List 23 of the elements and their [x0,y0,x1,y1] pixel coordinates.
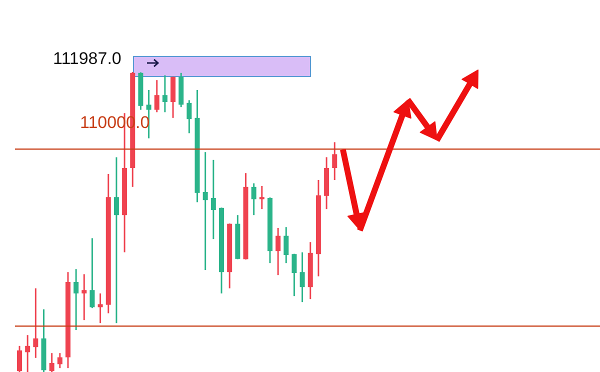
candlestick [300,252,305,303]
candlestick [33,288,38,359]
candlestick [284,226,289,264]
candlestick [259,185,264,210]
text: 111987.0 [53,49,122,69]
candlestick [114,156,119,324]
candlestick [98,292,103,324]
candlestick [332,141,338,181]
candlestick [251,182,256,216]
candlestick [57,352,62,369]
candlestick [82,273,87,321]
candlestick [49,352,54,372]
candlestick [202,151,208,271]
candlestick [276,227,281,276]
candlestick [162,74,168,113]
candlestick [186,99,192,134]
candlestick [292,253,297,297]
candlestick [17,345,22,372]
candlestick [25,334,30,372]
candlestick [74,268,79,331]
candlestick [210,159,216,240]
candlestick [90,237,95,309]
candlestick [154,79,160,113]
